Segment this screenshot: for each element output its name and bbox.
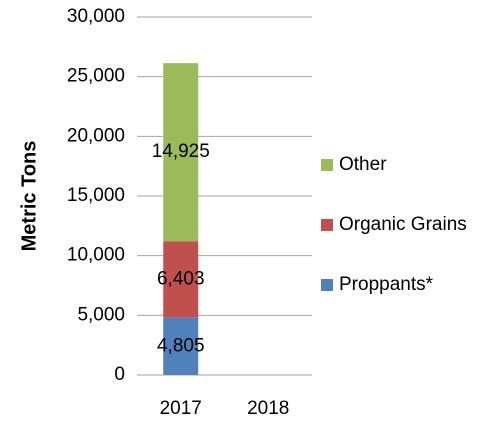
y-axis-title: Metric Tons bbox=[18, 141, 40, 252]
legend-label: Proppants* bbox=[339, 274, 434, 295]
y-tick-label: 25,000 bbox=[67, 66, 125, 87]
legend-swatch bbox=[321, 159, 333, 171]
y-tick-label: 0 bbox=[114, 364, 125, 385]
x-tick-label: 2017 bbox=[160, 398, 202, 419]
bar-segment bbox=[163, 317, 199, 375]
data-label: 14,925 bbox=[152, 141, 210, 162]
data-label: 4,805 bbox=[157, 335, 205, 356]
y-tick-label: 30,000 bbox=[67, 6, 125, 27]
x-tick-label: 2018 bbox=[247, 398, 289, 419]
y-tick-label: 15,000 bbox=[67, 185, 125, 206]
bar-segment bbox=[163, 241, 199, 318]
bar-segment bbox=[163, 63, 199, 242]
y-tick-label: 5,000 bbox=[77, 304, 125, 325]
legend-swatch bbox=[321, 279, 333, 291]
legend-label: Organic Grains bbox=[339, 214, 467, 235]
data-label: 6,403 bbox=[157, 268, 205, 289]
legend-swatch bbox=[321, 219, 333, 231]
y-tick-label: 20,000 bbox=[67, 125, 125, 146]
y-tick-label: 10,000 bbox=[67, 245, 125, 266]
legend-label: Other bbox=[339, 154, 387, 175]
